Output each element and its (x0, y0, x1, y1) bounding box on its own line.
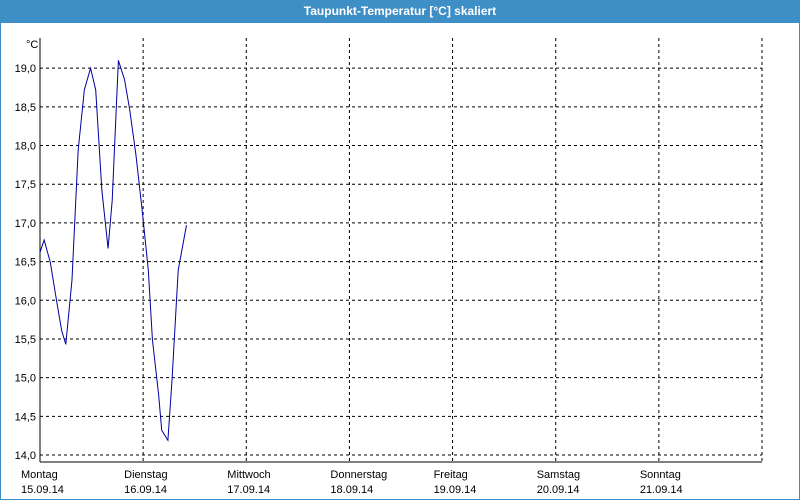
x-tick-label: Samstag (537, 469, 580, 481)
y-tick-label: 14,5 (15, 411, 36, 423)
x-tick-date: 19.09.14 (434, 484, 477, 496)
y-tick-label: 17,5 (15, 179, 36, 191)
y-tick-label: 15,0 (15, 373, 36, 385)
x-tick-date: 21.09.14 (640, 484, 683, 496)
x-tick-date: 16.09.14 (124, 484, 167, 496)
y-tick-label: 16,5 (15, 257, 36, 269)
x-tick-label: Mittwoch (227, 469, 270, 481)
x-tick-label: Dienstag (124, 469, 167, 481)
x-tick-label: Sonntag (640, 469, 681, 481)
x-tick-date: 15.09.14 (21, 484, 64, 496)
y-tick-label: 14,0 (15, 450, 36, 462)
x-tick-label: Donnerstag (330, 469, 387, 481)
series-line (39, 60, 187, 442)
y-tick-label: 16,0 (15, 295, 36, 307)
y-tick-label: 15,5 (15, 334, 36, 346)
frame (0, 22, 800, 500)
y-tick-label: 17,0 (15, 218, 36, 230)
y-unit: °C (26, 39, 38, 51)
x-tick-date: 18.09.14 (330, 484, 373, 496)
x-tick-label: Freitag (434, 469, 468, 481)
title-bar: Taupunkt-Temperatur [°C] skaliert (0, 0, 800, 22)
y-tick-label: 19,0 (15, 63, 36, 75)
x-tick-date: 17.09.14 (227, 484, 270, 496)
chart: °C 14,0 14,5 15,0 15,5 16,0 16,5 17,0 17,5 18,0 1… (0, 22, 800, 500)
y-tick-label: 18,5 (15, 102, 36, 114)
y-tick-label: 18,0 (15, 141, 36, 153)
x-tick-label: Montag (21, 469, 58, 481)
x-tick-date: 20.09.14 (537, 484, 580, 496)
